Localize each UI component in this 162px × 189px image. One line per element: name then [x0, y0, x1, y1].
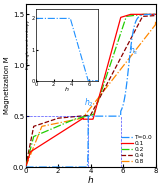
Text: $h_s$: $h_s$ — [129, 44, 138, 57]
Y-axis label: Magnetization M: Magnetization M — [4, 57, 10, 115]
Text: $h_2$: $h_2$ — [84, 97, 94, 109]
Legend: T=0.0, 0.1, 0.2, 0.4, 0.8: T=0.0, 0.1, 0.2, 0.4, 0.8 — [120, 135, 153, 164]
X-axis label: h: h — [88, 176, 93, 185]
